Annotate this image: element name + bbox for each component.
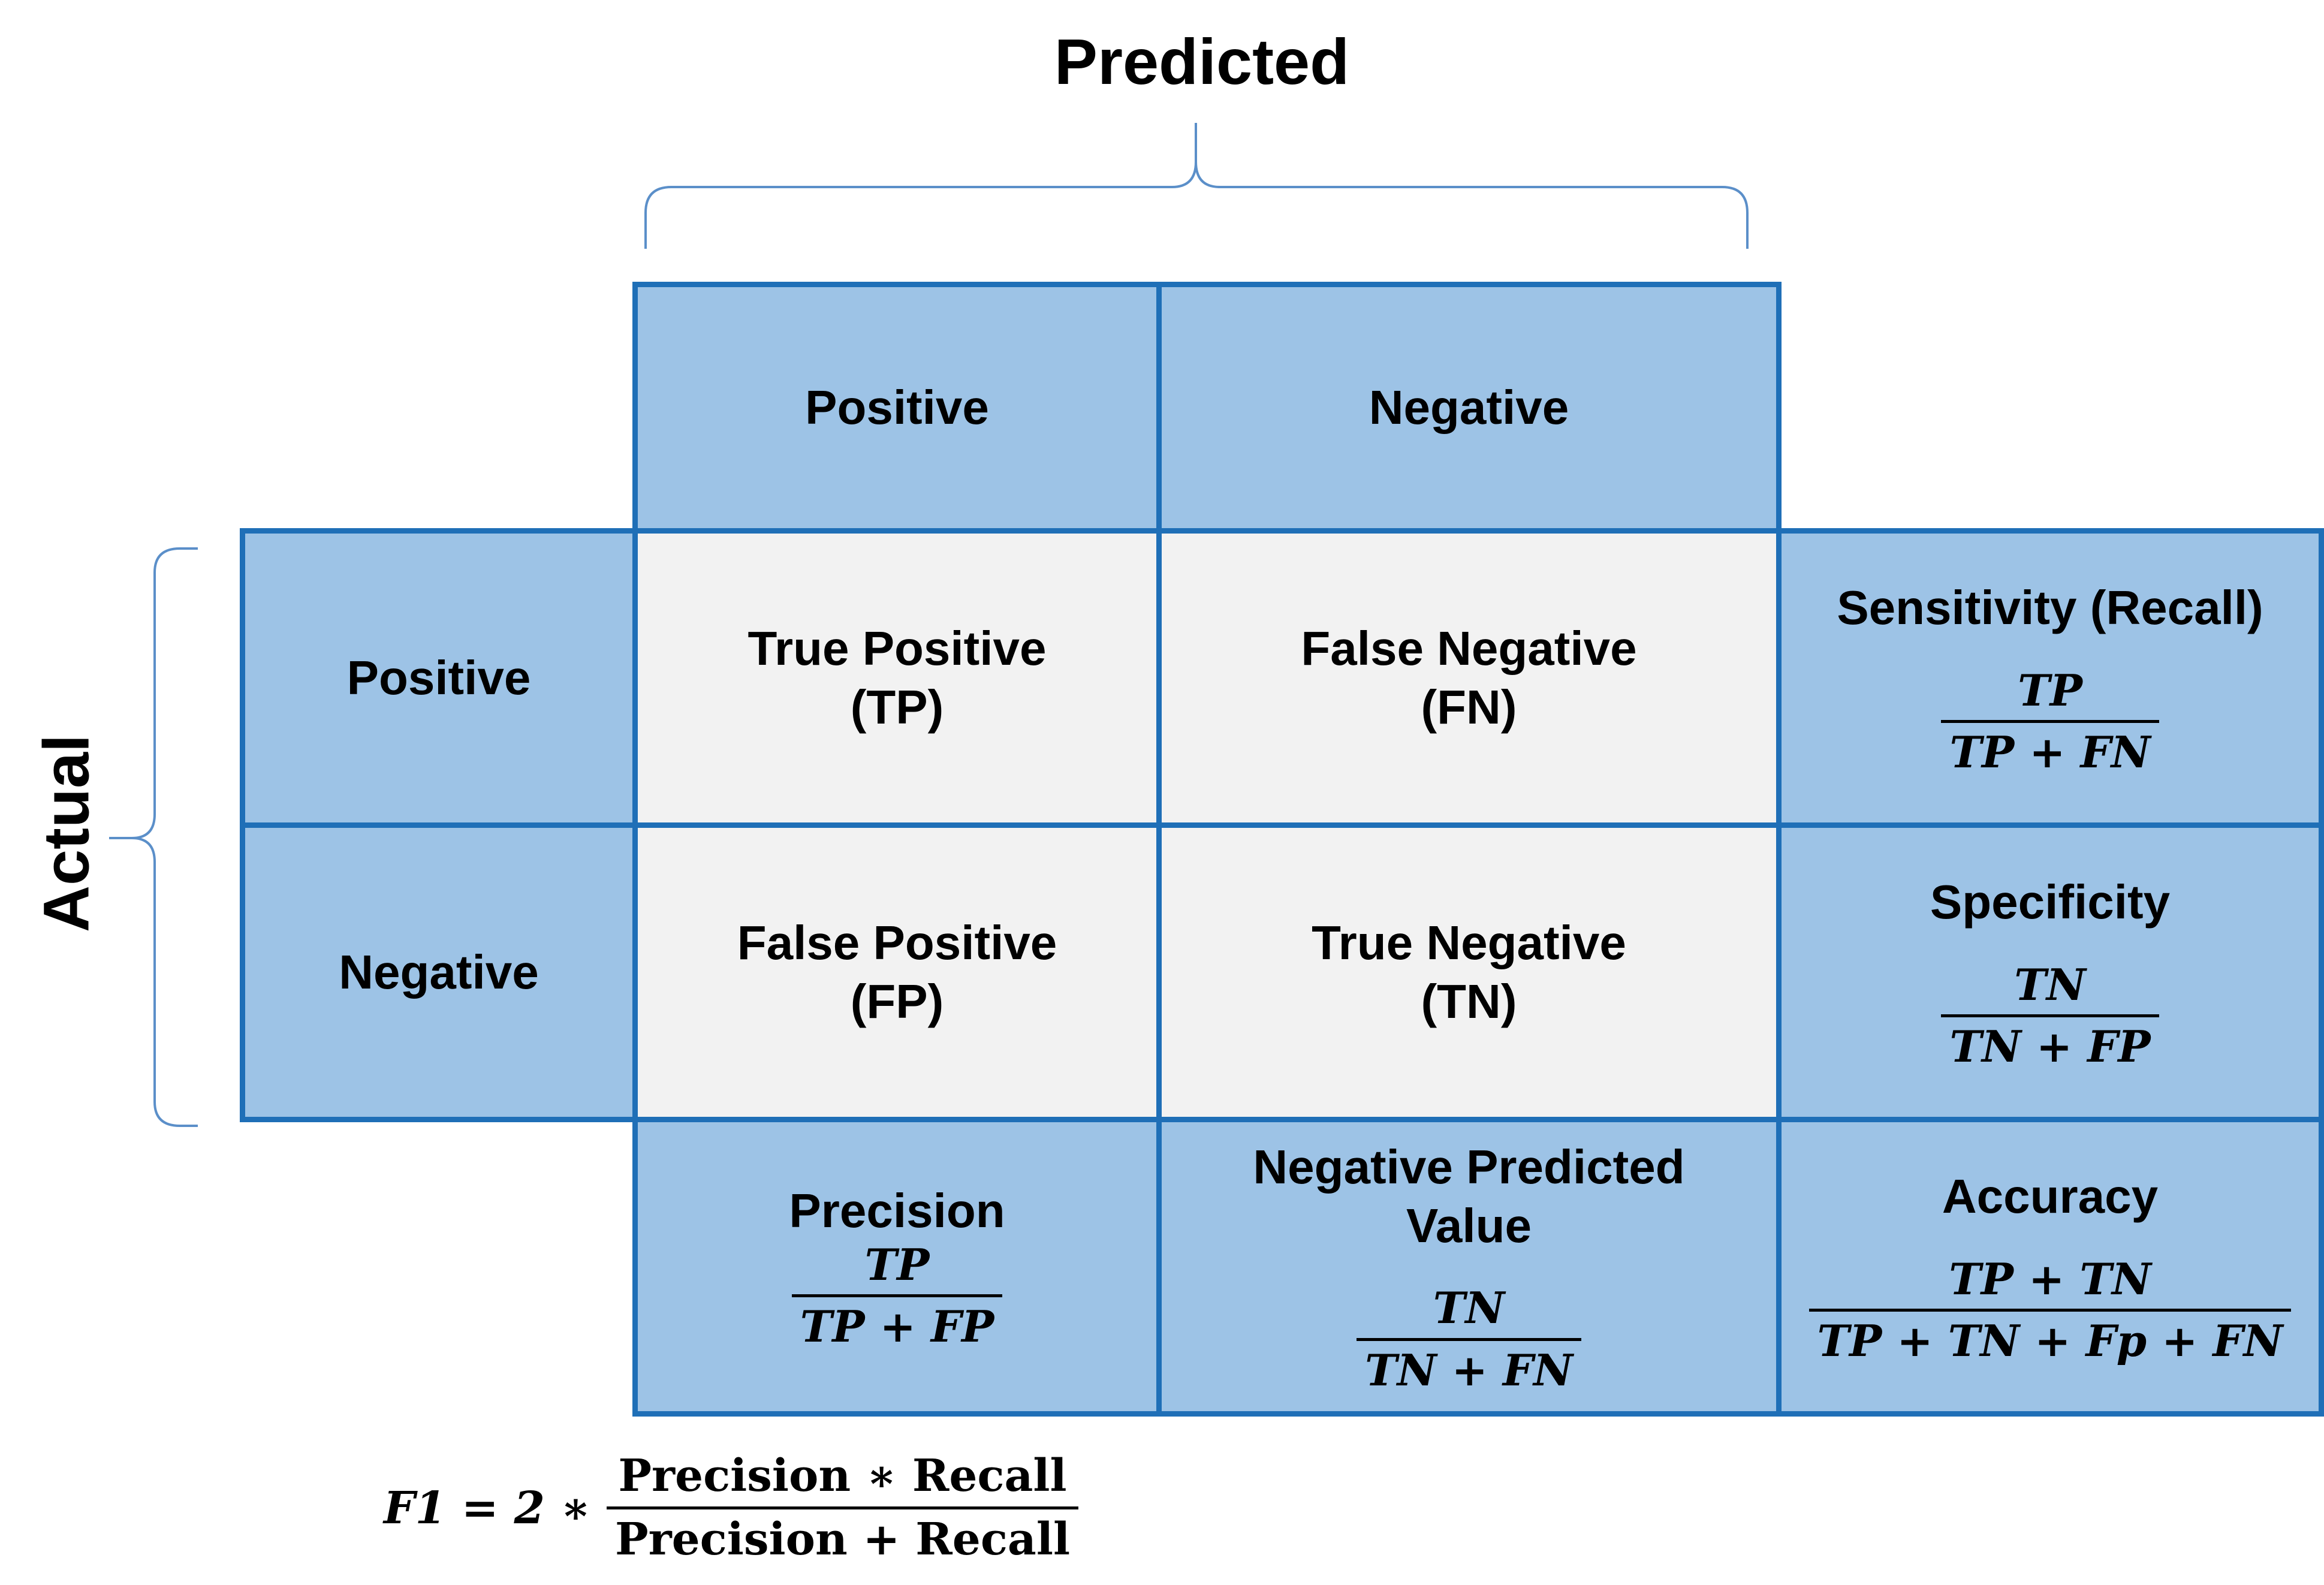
accuracy-formula: TP + TN TP + TN + Fp + FN — [1808, 1253, 2292, 1367]
precision-numerator: TP — [864, 1239, 930, 1290]
npv-title-line1: Negative Predicted — [1253, 1140, 1685, 1194]
f1-lhs: F1 = 2 ∗ — [384, 1482, 591, 1534]
accuracy-title: Accuracy — [1942, 1169, 2159, 1223]
sensitivity-title: Sensitivity (Recall) — [1837, 580, 2263, 634]
npv-cell: Negative Predicted Value TN TN + FN — [1156, 1117, 1782, 1417]
sensitivity-denominator: TP + FN — [1941, 720, 2159, 778]
accuracy-cell: Accuracy TP + TN TP + TN + Fp + FN — [1776, 1117, 2324, 1417]
accuracy-denominator: TP + TN + Fp + FN — [1808, 1309, 2292, 1366]
specificity-formula: TN TN + FP — [1941, 960, 2159, 1072]
specificity-title: Specificity — [1930, 875, 2171, 929]
f1-numerator: Precision ∗ Recall — [618, 1450, 1067, 1502]
npv-title-line2: Value — [1406, 1198, 1532, 1252]
actual-positive-label: Positive — [346, 651, 531, 705]
actual-positive-header: Positive — [240, 528, 638, 828]
predicted-negative-label: Negative — [1369, 381, 1569, 435]
f1-fraction: Precision ∗ Recall Precision + Recall — [606, 1450, 1079, 1565]
npv-denominator: TN + FN — [1357, 1338, 1581, 1396]
npv-numerator: TN — [1433, 1282, 1505, 1334]
true-negative-label: True Negative — [1312, 916, 1626, 970]
predicted-positive-header: Positive — [632, 282, 1162, 534]
false-negative-cell: False Negative (FN) — [1156, 528, 1782, 828]
false-positive-label: False Positive — [737, 916, 1057, 970]
predicted-positive-label: Positive — [805, 381, 989, 435]
specificity-cell: Specificity TN TN + FP — [1776, 822, 2324, 1122]
true-positive-cell: True Positive (TP) — [632, 528, 1162, 828]
precision-title: Precision — [789, 1183, 1005, 1237]
f1-formula: F1 = 2 ∗ Precision ∗ Recall Precision + … — [384, 1450, 1079, 1565]
accuracy-numerator: TP + TN — [1949, 1253, 2151, 1304]
sensitivity-numerator: TP — [2018, 664, 2082, 716]
sensitivity-cell: Sensitivity (Recall) TP TP + FN — [1776, 528, 2324, 828]
true-negative-cell: True Negative (TN) — [1156, 822, 1782, 1122]
precision-denominator: TP + FP — [791, 1294, 1003, 1352]
sensitivity-formula: TP TP + FN — [1941, 664, 2159, 778]
actual-negative-header: Negative — [240, 822, 638, 1122]
f1-denominator: Precision + Recall — [606, 1506, 1079, 1565]
true-negative-abbr: (TN) — [1421, 975, 1517, 1028]
false-negative-abbr: (FN) — [1421, 680, 1517, 734]
precision-cell: Precision TP TP + FP — [632, 1117, 1162, 1417]
false-positive-cell: False Positive (FP) — [632, 822, 1162, 1122]
npv-formula: TN TN + FN — [1357, 1283, 1581, 1396]
actual-negative-label: Negative — [339, 945, 539, 999]
false-positive-abbr: (FP) — [850, 975, 944, 1028]
specificity-denominator: TN + FP — [1941, 1014, 2159, 1072]
true-positive-abbr: (TP) — [850, 680, 944, 734]
false-negative-label: False Negative — [1301, 622, 1637, 676]
predicted-negative-header: Negative — [1156, 282, 1782, 534]
true-positive-label: True Positive — [747, 622, 1047, 676]
specificity-numerator: TN — [2014, 959, 2086, 1010]
precision-formula: TP TP + FP — [791, 1239, 1003, 1352]
predicted-axis-label: Predicted — [1054, 25, 1350, 98]
